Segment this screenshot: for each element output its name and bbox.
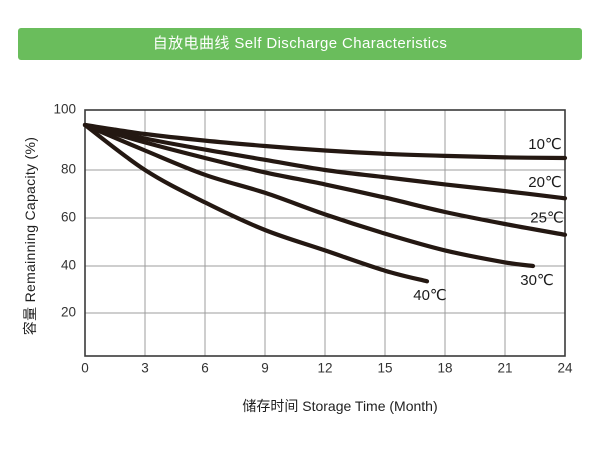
x-tick-label-0: 0: [81, 361, 89, 376]
x-tick-label-9: 9: [261, 361, 269, 376]
series-label-30c: 30℃: [520, 272, 554, 289]
x-tick-label-21: 21: [497, 361, 512, 376]
curve-40c: [82, 122, 430, 284]
series-label-40c: 40℃: [413, 287, 447, 304]
chart-title-bar: 自放电曲线 Self Discharge Characteristics: [18, 28, 582, 60]
curve-30c: [82, 122, 536, 269]
y-tick-label-40: 40: [61, 258, 76, 273]
x-axis-title: 储存时间 Storage Time (Month): [242, 398, 438, 414]
curve-25c: [82, 122, 568, 237]
x-tick-label-6: 6: [201, 361, 209, 376]
series-label-25c: 25℃: [530, 210, 564, 227]
y-axis-title: 容量 Remainning Capacity (%): [22, 136, 38, 336]
y-tick-label-80: 80: [61, 162, 76, 177]
x-tick-label-24: 24: [557, 361, 573, 376]
y-tick-label-100: 100: [53, 102, 76, 117]
y-tick-label-20: 20: [61, 305, 76, 320]
series-label-10c: 10℃: [528, 136, 562, 153]
y-tick-label-60: 60: [61, 210, 76, 225]
x-tick-label-18: 18: [437, 361, 452, 376]
x-tick-label-3: 3: [141, 361, 149, 376]
curve-10c: [82, 122, 568, 161]
curve-20c: [82, 122, 568, 201]
series-label-20c: 20℃: [528, 174, 562, 191]
x-tick-label-15: 15: [377, 361, 392, 376]
x-tick-label-12: 12: [317, 361, 332, 376]
